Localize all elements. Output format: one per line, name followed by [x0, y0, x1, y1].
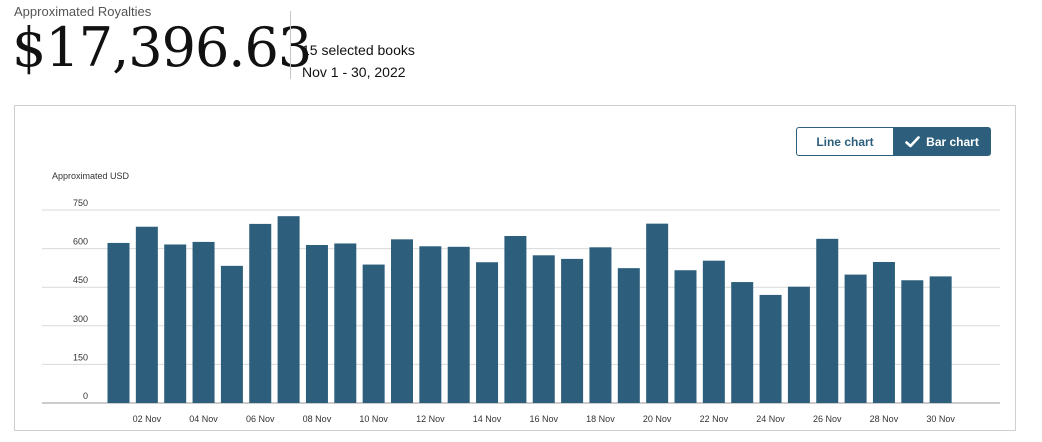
line-chart-label: Line chart — [816, 134, 874, 149]
bar — [107, 242, 130, 403]
x-tick-label: 12 Nov — [416, 414, 445, 424]
x-tick-label: 26 Nov — [813, 414, 842, 424]
bar — [929, 276, 952, 403]
bar — [844, 274, 867, 403]
bar — [532, 255, 555, 403]
bar — [561, 258, 584, 403]
bar — [164, 244, 187, 403]
y-tick-label: 450 — [73, 275, 88, 285]
bar — [135, 226, 158, 403]
bar — [277, 216, 300, 403]
x-tick-label: 14 Nov — [473, 414, 502, 424]
y-axis-title: Approximated USD — [52, 171, 130, 181]
x-tick-label: 20 Nov — [643, 414, 672, 424]
x-tick-label: 02 Nov — [133, 414, 162, 424]
bar — [589, 247, 612, 403]
x-tick-label: 08 Nov — [303, 414, 332, 424]
y-tick-label: 750 — [73, 198, 88, 208]
x-tick-label: 22 Nov — [700, 414, 729, 424]
bar-chart-button[interactable]: Bar chart — [893, 127, 991, 156]
bar — [362, 264, 385, 403]
royalties-label: Approximated Royalties — [14, 4, 152, 19]
x-tick-label: 10 Nov — [359, 414, 388, 424]
y-tick-label: 300 — [73, 314, 88, 324]
x-tick-label: 04 Nov — [189, 414, 218, 424]
bar — [617, 268, 640, 403]
bar — [305, 244, 328, 403]
bar-chart-label: Bar chart — [926, 134, 979, 149]
bar — [872, 261, 895, 403]
x-tick-label: 30 Nov — [926, 414, 955, 424]
date-range: Nov 1 - 30, 2022 — [302, 64, 406, 80]
x-tick-label: 18 Nov — [586, 414, 615, 424]
x-tick-label: 24 Nov — [756, 414, 785, 424]
bar — [192, 241, 215, 403]
x-tick-label: 16 Nov — [529, 414, 558, 424]
y-tick-label: 0 — [83, 391, 88, 401]
line-chart-button[interactable]: Line chart — [796, 127, 894, 156]
header-divider — [290, 11, 291, 79]
bar — [646, 223, 669, 403]
bar — [447, 246, 470, 403]
bar — [504, 235, 527, 403]
x-tick-label: 28 Nov — [870, 414, 899, 424]
checkmark-icon — [905, 135, 920, 147]
bar — [787, 286, 810, 403]
bar — [334, 243, 357, 403]
x-tick-label: 06 Nov — [246, 414, 275, 424]
y-tick-label: 600 — [73, 237, 88, 247]
bar — [702, 260, 725, 403]
bar — [249, 223, 272, 403]
royalties-amount: $17,396.63 — [12, 16, 312, 79]
bar — [220, 265, 243, 403]
selected-books-count: 15 selected books — [302, 42, 415, 58]
bar — [901, 280, 924, 403]
bar — [674, 270, 697, 403]
bar — [816, 238, 839, 403]
bar — [759, 294, 782, 403]
bar — [391, 239, 413, 403]
y-tick-label: 150 — [73, 352, 88, 362]
bar — [476, 262, 499, 403]
bar — [731, 282, 754, 403]
bar — [419, 246, 442, 403]
